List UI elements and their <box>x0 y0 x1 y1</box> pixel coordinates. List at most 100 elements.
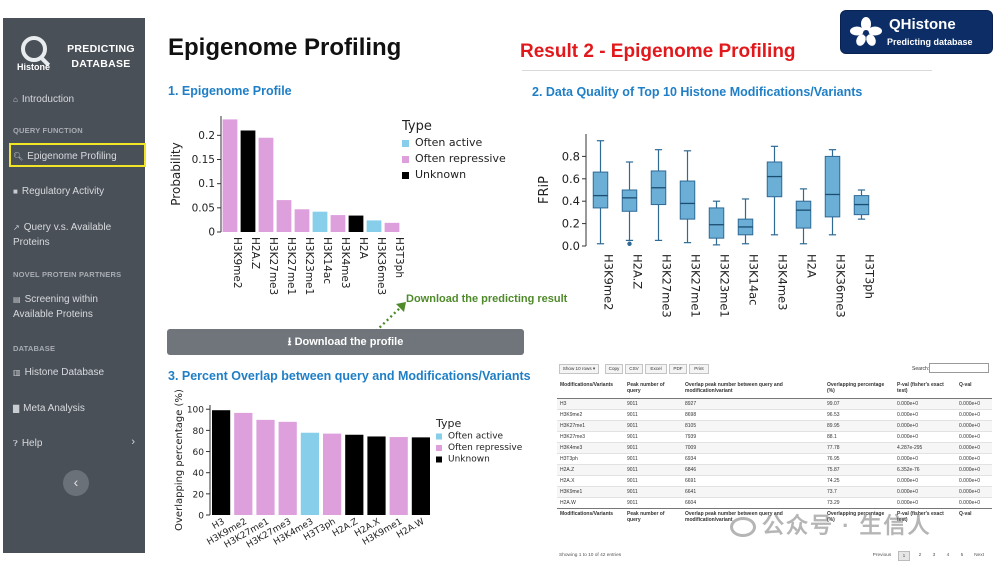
table-row[interactable]: H2A.W 9011 6604 73.29 0.000e+0 0.000e+0 <box>557 496 992 508</box>
collapse-sidebar-button[interactable]: ‹ <box>63 470 89 496</box>
col-footer: Overlap peak number between query and mo… <box>682 507 824 526</box>
excel-button[interactable]: Excel <box>645 364 667 374</box>
table-row[interactable]: H3K9me2 9011 8698 96.53 0.000e+0 0.000e+0 <box>557 408 992 420</box>
col-header[interactable]: Overlap peak number between query and mo… <box>682 380 824 399</box>
wechat-icon <box>730 517 756 538</box>
legend-swatch <box>436 445 442 451</box>
sidebar-item-epigenome-profiling[interactable]: 🔍︎ Epigenome Profiling <box>13 149 117 164</box>
database-icon: ▥ <box>13 368 21 377</box>
pager-page-1[interactable]: 1 <box>898 551 910 561</box>
table-cell: 6604 <box>682 496 824 508</box>
col-header[interactable]: Overlapping percentage (%) <box>824 380 894 399</box>
table-cell: 9011 <box>624 419 682 431</box>
bar <box>389 437 408 515</box>
pager-previous[interactable]: Previous <box>872 553 892 558</box>
page-title: Epigenome Profiling <box>168 34 402 61</box>
header-divider <box>522 70 932 71</box>
print-button[interactable]: Print <box>689 364 709 374</box>
sidebar-item-histone-database[interactable]: ▥ Histone Database <box>13 365 104 380</box>
y-tick-label: 80 <box>193 427 205 437</box>
sidebar-item-query-vs-available[interactable]: ↗ Query v.s. Available Proteins <box>13 220 111 250</box>
table-row[interactable]: H3 9011 8927 99.07 0.000e+0 0.000e+0 <box>557 397 992 409</box>
x-tick-label: H2A <box>357 237 369 260</box>
x-tick-label: H3K36me3 <box>375 237 387 295</box>
logo-word: Histone <box>17 62 51 72</box>
table-row[interactable]: H2A.X 9011 6691 74.25 0.000e+0 0.000e+0 <box>557 474 992 486</box>
table-cell: 0.000e+0 <box>894 397 956 409</box>
col-header[interactable]: Modifications/Variants <box>557 380 624 399</box>
y-tick-label: 0.05 <box>192 202 215 214</box>
y-tick-label: 60 <box>193 448 205 458</box>
table-cell: 75.87 <box>824 463 894 475</box>
bar <box>367 436 386 515</box>
pager-next[interactable]: Next <box>974 553 984 558</box>
download-profile-button[interactable]: ⭳ Download the profile <box>167 329 524 355</box>
table-cell: 0.000e+0 <box>894 430 956 442</box>
legend-label: Often active <box>448 432 504 442</box>
y-axis-title: Probability <box>169 142 183 205</box>
section-epigenome-profile: 1. Epigenome Profile <box>168 84 292 98</box>
table-cell: 8105 <box>682 419 824 431</box>
histone-logo[interactable]: Histone PREDICTING DATABASE <box>3 18 145 78</box>
table-cell: 9011 <box>624 463 682 475</box>
table-cell: 0.000e+0 <box>956 419 992 431</box>
sidebar-item-introduction[interactable]: ⌂ Introduction <box>13 92 74 107</box>
square-icon: ■ <box>13 187 18 196</box>
csv-button[interactable]: CSV <box>625 364 643 374</box>
bar <box>256 419 275 515</box>
box <box>824 155 841 218</box>
table-cell: 6641 <box>682 485 824 497</box>
table-cell: 6691 <box>682 474 824 486</box>
box <box>708 207 725 239</box>
pager-page-3[interactable]: 3 <box>932 553 936 558</box>
bar <box>300 432 320 515</box>
flower-logo-icon <box>850 17 882 46</box>
table-row[interactable]: H3K27me1 9011 8105 89.95 0.000e+0 0.000e+0 <box>557 419 992 431</box>
table-row[interactable]: H2A.Z 9011 6846 75.87 6.352e-76 0.000e+0 <box>557 463 992 475</box>
x-tick-label: H3K27me1 <box>285 237 297 295</box>
y-tick-label: 0.0 <box>562 239 580 253</box>
table-header-row: Modifications/Variants Peak number of qu… <box>557 380 992 399</box>
sidebar-item-label-line2: Proteins <box>13 237 50 248</box>
col-header[interactable]: Peak number of query <box>624 380 682 399</box>
legend-label: Unknown <box>448 455 490 465</box>
table-cell: 9011 <box>624 430 682 442</box>
sidebar-item-screening[interactable]: ▤ Screening within Available Proteins <box>13 292 98 322</box>
legend-label: Often repressive <box>415 152 506 165</box>
table-search-input[interactable] <box>929 363 989 373</box>
sidebar-item-regulatory-activity[interactable]: ■ Regulatory Activity <box>13 184 104 199</box>
sidebar-item-label: Meta Analysis <box>23 403 85 414</box>
qhistone-brand-logo: QHistone Predicting database <box>840 10 993 54</box>
sidebar-item-meta-analysis[interactable]: ▇ Meta Analysis <box>13 401 85 416</box>
bar <box>345 434 364 515</box>
table-row[interactable]: H3K9me1 9011 6641 73.7 0.000e+0 0.000e+0 <box>557 485 992 497</box>
x-tick-label: H3K23me1 <box>718 254 732 318</box>
col-header[interactable]: P-val (fisher's exact test) <box>894 380 956 399</box>
y-tick-label: 40 <box>193 469 205 479</box>
copy-button[interactable]: Copy <box>605 364 623 374</box>
section-database: DATABASE <box>13 344 56 353</box>
show-rows-select[interactable]: Show 10 rows ▾ <box>559 364 599 374</box>
data-quality-boxplot: 0.0 0.2 0.4 0.6 0.8 FRiP H3K9me2 H2A.Z H3K27me3 H… <box>537 134 874 318</box>
y-tick-label: 100 <box>187 406 204 416</box>
box <box>766 161 783 198</box>
bar <box>384 222 400 232</box>
y-tick-label: 0.4 <box>562 194 580 208</box>
bar <box>234 412 253 515</box>
pager-page-5[interactable]: 5 <box>960 553 964 558</box>
col-header[interactable]: Q-val <box>956 380 992 399</box>
table-row[interactable]: H3K27me3 9011 7939 88.1 0.000e+0 0.000e+0 <box>557 430 992 442</box>
pager-page-2[interactable]: 2 <box>918 553 922 558</box>
table-row[interactable]: H3T3ph 9011 6934 76.95 0.000e+0 0.000e+0 <box>557 452 992 464</box>
table-cell: 96.53 <box>824 408 894 420</box>
table-row[interactable]: H3K4me3 9011 7009 77.78 4.287e-295 0.000e+0 <box>557 441 992 453</box>
table-cell: 0.000e+0 <box>894 474 956 486</box>
table-cell: 0.000e+0 <box>894 496 956 508</box>
pdf-button[interactable]: PDF <box>669 364 687 374</box>
x-tick-label: H2A.Z <box>631 254 645 289</box>
chevron-right-icon[interactable]: › <box>131 436 135 448</box>
sidebar-item-help[interactable]: ❓︎ Help <box>13 436 42 451</box>
pager-page-4[interactable]: 4 <box>946 553 950 558</box>
bar <box>366 220 382 232</box>
box <box>679 180 696 220</box>
